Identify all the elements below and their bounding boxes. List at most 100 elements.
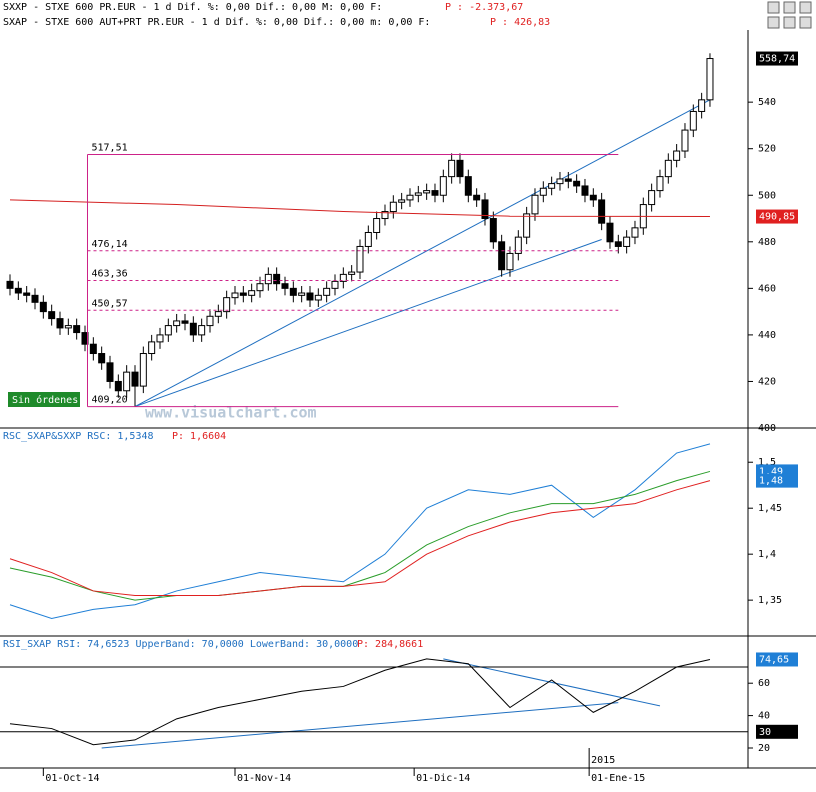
candle-body: [398, 199, 406, 203]
candle-body: [181, 320, 189, 324]
candle-body: [256, 283, 264, 292]
price-marker-label: 490,85: [759, 212, 795, 223]
y-tick-label: 1,45: [758, 503, 782, 514]
candle-body: [14, 287, 22, 294]
button[interactable]: [799, 16, 812, 29]
watermark: www.visualchart.com: [145, 404, 317, 422]
candle-body: [414, 192, 422, 196]
price-marker-label: 30: [759, 727, 771, 738]
candle-body: [556, 178, 564, 185]
panel-title: RSI_SXAP RSI: 74,6523 UpperBand: 70,0000…: [3, 639, 358, 650]
candle-body: [581, 185, 589, 196]
candle-body: [306, 292, 314, 301]
candle-body: [339, 273, 347, 282]
candle-body: [139, 353, 147, 387]
candle-body: [631, 227, 639, 238]
candle-body: [189, 322, 197, 336]
candle-body: [231, 292, 239, 299]
candle-body: [131, 371, 139, 387]
candle-body: [239, 292, 247, 296]
candle-body: [56, 318, 64, 329]
series-line: [9, 480, 711, 597]
candle-body: [673, 150, 681, 161]
candle-body: [98, 353, 106, 364]
price-marker: [756, 209, 798, 224]
candle-body: [623, 236, 631, 247]
y-tick-label: 60: [758, 678, 770, 689]
candle-body: [148, 341, 156, 355]
candle-body: [206, 315, 214, 327]
candle-body: [81, 332, 89, 345]
window-buttons: [767, 1, 812, 29]
candle-body: [598, 199, 606, 224]
candle-body: [373, 218, 381, 233]
candle-body: [573, 180, 581, 187]
candle-body: [64, 325, 72, 329]
button[interactable]: [783, 16, 796, 29]
button[interactable]: [767, 1, 780, 14]
candle-body: [589, 194, 597, 201]
x-tick-label: 01-Ene-15: [591, 773, 645, 784]
level-label: 463,36: [91, 269, 127, 280]
candle-body: [314, 294, 322, 301]
candle-body: [423, 190, 431, 194]
series-line: [9, 470, 711, 601]
candle-body: [539, 187, 547, 196]
price-marker: [756, 724, 798, 739]
button[interactable]: [767, 16, 780, 29]
candle-body: [614, 241, 622, 247]
y-tick-label: 420: [758, 376, 776, 387]
candle-body: [514, 236, 522, 254]
candle-body: [331, 280, 339, 289]
candle-body: [606, 222, 614, 243]
status-text: Sin órdenes: [12, 394, 78, 406]
level-label: 517,51: [91, 142, 127, 153]
candle-body: [289, 287, 297, 296]
candle-body: [106, 362, 114, 382]
candle-body: [198, 325, 206, 336]
candle-body: [448, 159, 456, 178]
candle-body: [223, 297, 231, 313]
candle-body: [31, 294, 39, 303]
candle-body: [156, 334, 164, 343]
x-tick-label: 01-Oct-14: [45, 773, 99, 784]
candle-body: [531, 194, 539, 215]
button[interactable]: [799, 1, 812, 14]
candle-body: [664, 159, 672, 178]
panel-price: P: 1,6604: [172, 431, 226, 442]
y-tick-label: 440: [758, 330, 776, 341]
candle-body: [298, 292, 306, 296]
candle-body: [681, 129, 689, 152]
candle-body: [431, 190, 439, 196]
candle-body: [656, 176, 664, 192]
candle-body: [6, 280, 14, 289]
year-label: 2015: [591, 755, 615, 766]
candle-body: [248, 290, 256, 296]
level-label: 450,57: [91, 298, 127, 309]
header-line: SXXP - STXE 600 PR.EUR - 1 d Dif. %: 0,0…: [3, 2, 382, 13]
y-tick-label: 20: [758, 743, 770, 754]
candle-body: [389, 201, 397, 213]
y-tick-label: 40: [758, 711, 770, 722]
candle-body: [481, 199, 489, 220]
trendline: [134, 239, 602, 408]
x-tick-label: 01-Nov-14: [237, 773, 291, 784]
candle-body: [323, 287, 331, 296]
candle-body: [456, 159, 464, 178]
candle-body: [173, 320, 181, 327]
candle-body: [489, 218, 497, 243]
y-tick-label: 480: [758, 237, 776, 248]
candle-body: [356, 245, 364, 273]
series-line: [9, 443, 711, 620]
candle-body: [39, 301, 47, 313]
candle-body: [164, 325, 172, 336]
price-marker: [756, 51, 798, 66]
candle-body: [89, 343, 97, 355]
y-tick-label: 520: [758, 144, 776, 155]
button[interactable]: [783, 1, 796, 14]
candle-body: [273, 273, 281, 285]
candle-body: [689, 110, 697, 131]
header-line: SXAP - STXE 600 AUT+PRT PR.EUR - 1 d Dif…: [3, 17, 430, 28]
